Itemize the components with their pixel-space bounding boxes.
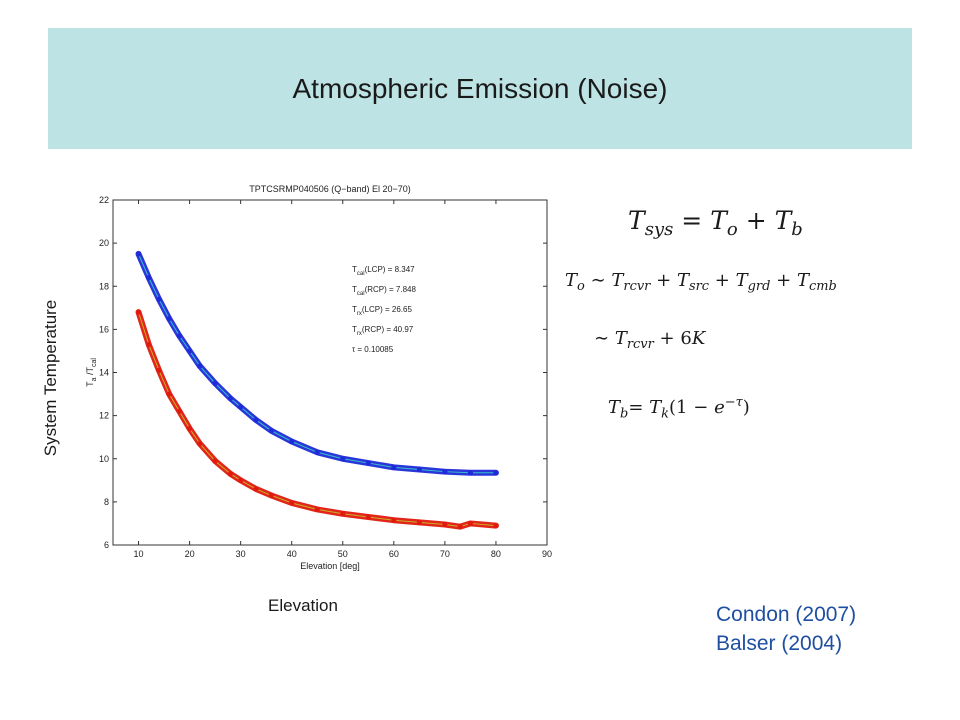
x-tick-label-4: 50 (338, 549, 348, 559)
y-tick-label-3: 12 (99, 411, 109, 421)
series-0-point-12 (289, 438, 295, 445)
series-0-point-11 (268, 428, 274, 434)
series-0-point-19 (467, 470, 474, 476)
equation-components: To ∼ Trcvr + Tsrc + Tgrd + Tcmb (565, 270, 837, 295)
series-1-point-15 (365, 514, 371, 520)
series-0-point-4 (176, 333, 182, 339)
y-tick-label-8: 22 (99, 195, 109, 205)
x-tick-label-8: 90 (542, 549, 552, 559)
annotation-2: Trx(LCP) = 26.65 (352, 305, 412, 317)
series-0-point-10 (253, 417, 259, 423)
slide-title: Atmospheric Emission (Noise) (292, 72, 668, 104)
series-0-point-3 (166, 315, 172, 322)
x-tick-label-5: 60 (389, 549, 399, 559)
series-1-point-11 (268, 492, 274, 499)
series-0-point-14 (340, 456, 346, 462)
series-1-point-9 (238, 477, 244, 483)
reference-1: Condon (2007) (716, 603, 857, 626)
x-axis-label: Elevation [deg] (300, 561, 360, 571)
series-1-point-19 (457, 524, 463, 530)
x-tick-label-6: 70 (440, 549, 450, 559)
references: Condon (2007) Balser (2004) (716, 600, 856, 659)
series-0-point-2 (156, 296, 162, 302)
series-0-point-8 (227, 395, 234, 401)
series-1-point-13 (314, 506, 320, 513)
series-1-point-17 (416, 519, 422, 525)
series-1-point-5 (186, 425, 193, 432)
series-0-point-0 (135, 251, 142, 257)
plot-frame (112, 199, 548, 546)
annotation-1: Tcal(RCP) = 7.848 (352, 285, 416, 297)
series-1-point-14 (340, 511, 346, 517)
series-0-point-9 (238, 404, 244, 410)
annotation-4: τ = 0.10085 (352, 345, 394, 354)
y-axis-label: Ta /Tcal (85, 358, 98, 387)
series-1-point-7 (212, 458, 218, 464)
series-1-point-12 (289, 500, 295, 506)
series-0-point-16 (391, 464, 397, 470)
series-1-point-3 (166, 391, 172, 397)
series-1-point-18 (442, 521, 448, 528)
series-0-point-7 (212, 380, 218, 386)
y-axis-outer-label: System Temperature (41, 299, 60, 457)
series-1-point-2 (156, 367, 162, 373)
series-1-point-10 (253, 486, 259, 492)
annotation-3: Trx(RCP) = 40.97 (352, 325, 414, 337)
series-1-point-21 (493, 522, 499, 529)
x-axis-outer-label: Elevation (268, 596, 338, 615)
series-0-point-1 (146, 275, 152, 281)
x-tick-label-7: 80 (491, 549, 501, 559)
y-tick-label-6: 18 (99, 281, 109, 291)
series-1-fit-line (138, 311, 496, 528)
series-0-point-6 (197, 363, 203, 369)
y-tick-label-0: 6 (104, 540, 109, 550)
reference-2: Balser (2004) (716, 632, 843, 656)
series-1-point-0 (135, 309, 142, 315)
x-tick-label-1: 20 (185, 549, 195, 559)
series-1-point-20 (467, 520, 474, 527)
equation-system-temperature: Tsys = To + Tb (628, 206, 803, 240)
series-1-point-8 (227, 471, 234, 477)
equation-approximation: ∼ Trcvr + 6K (594, 328, 706, 353)
equation-brightness: Tb= Tk(1 − e−τ) (608, 395, 750, 422)
series-1-point-4 (176, 408, 182, 414)
series-1-point-6 (197, 441, 203, 447)
y-tick-label-1: 8 (104, 497, 109, 507)
series-0-point-15 (365, 460, 371, 466)
y-tick-label-7: 20 (99, 238, 109, 248)
y-tick-label-4: 14 (99, 368, 109, 378)
y-tick-label-5: 16 (99, 324, 109, 334)
series-1-point-1 (146, 341, 152, 348)
series-1-point-16 (391, 517, 397, 523)
series-0-point-5 (186, 348, 193, 354)
annotation-0: Tcal(LCP) = 8.347 (352, 265, 415, 277)
title-band: Atmospheric Emission (Noise) (48, 28, 912, 149)
series-0-point-13 (314, 449, 320, 455)
series-0-point-18 (442, 469, 448, 475)
x-tick-label-0: 10 (134, 549, 144, 559)
x-tick-label-3: 40 (287, 549, 297, 559)
series-0-point-17 (416, 466, 422, 473)
y-tick-label-2: 10 (99, 454, 109, 464)
chart-title: TPTCSRMP040506 (Q−band) El 20−70) (249, 184, 411, 194)
x-tick-label-2: 30 (236, 549, 246, 559)
series-0-point-20 (493, 470, 499, 476)
